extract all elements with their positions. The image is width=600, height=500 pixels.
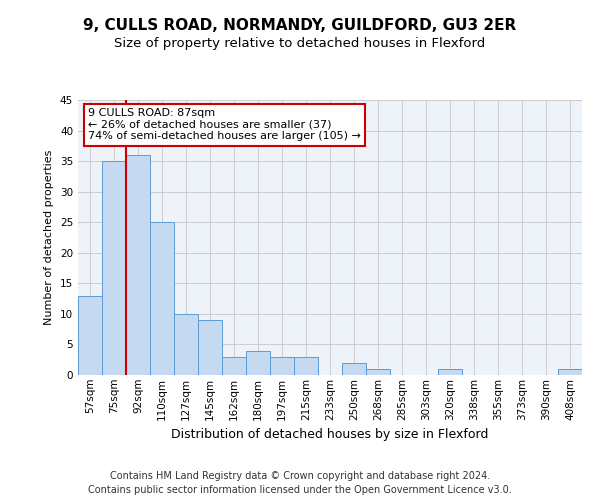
Bar bbox=[102, 161, 126, 375]
Text: Size of property relative to detached houses in Flexford: Size of property relative to detached ho… bbox=[115, 38, 485, 51]
Bar bbox=[78, 296, 102, 375]
Bar bbox=[438, 369, 462, 375]
Bar bbox=[294, 356, 318, 375]
Text: Contains HM Land Registry data © Crown copyright and database right 2024.
Contai: Contains HM Land Registry data © Crown c… bbox=[88, 471, 512, 495]
Bar bbox=[246, 350, 270, 375]
Bar bbox=[558, 369, 582, 375]
Y-axis label: Number of detached properties: Number of detached properties bbox=[44, 150, 55, 325]
Bar bbox=[270, 356, 294, 375]
Bar bbox=[366, 369, 390, 375]
Bar bbox=[126, 155, 150, 375]
X-axis label: Distribution of detached houses by size in Flexford: Distribution of detached houses by size … bbox=[172, 428, 488, 441]
Bar bbox=[174, 314, 198, 375]
Bar bbox=[222, 356, 246, 375]
Bar bbox=[342, 363, 366, 375]
Text: 9 CULLS ROAD: 87sqm
← 26% of detached houses are smaller (37)
74% of semi-detach: 9 CULLS ROAD: 87sqm ← 26% of detached ho… bbox=[88, 108, 361, 142]
Bar bbox=[198, 320, 222, 375]
Bar bbox=[150, 222, 174, 375]
Text: 9, CULLS ROAD, NORMANDY, GUILDFORD, GU3 2ER: 9, CULLS ROAD, NORMANDY, GUILDFORD, GU3 … bbox=[83, 18, 517, 32]
